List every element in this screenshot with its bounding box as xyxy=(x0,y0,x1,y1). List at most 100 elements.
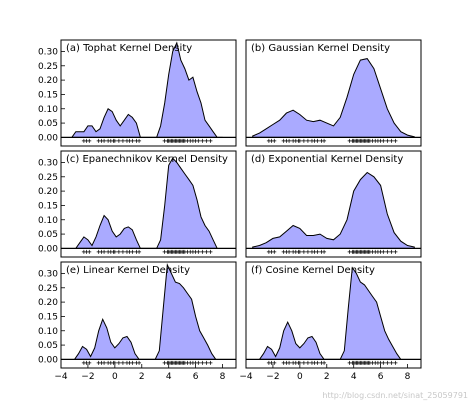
sample-marker xyxy=(305,249,310,254)
panel-title: (f) Cosine Kernel Density xyxy=(251,265,375,276)
panel-6: (f) Cosine Kernel Density −4 −2 0 2 4 6 8 xyxy=(239,261,422,382)
sample-marker xyxy=(393,138,398,143)
sample-marker xyxy=(287,360,292,365)
density-area xyxy=(252,58,415,138)
panel-3: (c) Epanechnikov Kernel Density 0.00 0.05 0… xyxy=(38,150,237,258)
sample-marker xyxy=(272,138,277,143)
x-tick-label: 0 xyxy=(297,372,303,382)
sample-marker xyxy=(130,138,135,143)
y-tick-label: 0.10 xyxy=(38,216,58,226)
panel-title: (b) Gaussian Kernel Density xyxy=(251,43,390,54)
y-tick-label: 0.00 xyxy=(38,244,58,254)
y-tick-label: 0.00 xyxy=(38,355,58,365)
y-tick-label: 0.20 xyxy=(38,298,58,308)
sample-marker xyxy=(196,360,201,365)
sample-marker xyxy=(87,138,92,143)
sample-marker xyxy=(102,249,107,254)
sample-marker xyxy=(87,249,92,254)
y-tick-label: 0.05 xyxy=(38,341,58,351)
sample-marker xyxy=(301,249,306,254)
sample-marker xyxy=(200,249,205,254)
x-tick-label: −2 xyxy=(266,372,279,382)
sample-marker xyxy=(272,360,277,365)
y-tick-label: 0.00 xyxy=(38,133,58,143)
sample-marker xyxy=(315,249,320,254)
sample-marker xyxy=(200,138,205,143)
sample-marker xyxy=(130,360,135,365)
watermark-text: http://blog.csdn.net/sinat_25059791 xyxy=(322,391,468,400)
panel-1: (a) Tophat Kernel Density 0.00 0.05 0.10 0.1… xyxy=(38,39,237,147)
x-tick-label: 6 xyxy=(378,372,384,382)
sample-marker xyxy=(200,360,205,365)
sample-marker xyxy=(137,249,142,254)
sample-marker xyxy=(389,360,394,365)
sample-marker xyxy=(322,138,327,143)
sample-marker xyxy=(301,360,306,365)
y-tick-label: 0.25 xyxy=(38,173,58,183)
x-tick-label: −4 xyxy=(239,372,253,382)
sample-marker xyxy=(322,360,327,365)
x-tick-label: −4 xyxy=(54,372,68,382)
sample-marker xyxy=(120,360,125,365)
panel-title: (e) Linear Kernel Density xyxy=(66,265,190,276)
x-tick-label: 0 xyxy=(112,372,118,382)
panel-5: (e) Linear Kernel Density 0.00 0.05 0.10 0.1… xyxy=(38,261,237,382)
y-tick-label: 0.15 xyxy=(38,201,58,211)
y-tick-label: 0.15 xyxy=(38,90,58,100)
y-tick-label: 0.30 xyxy=(38,47,58,57)
sample-marker xyxy=(272,249,277,254)
sample-marker xyxy=(208,138,213,143)
sample-marker xyxy=(204,138,209,143)
sample-marker xyxy=(305,360,310,365)
sample-marker xyxy=(112,249,117,254)
density-area xyxy=(252,171,415,249)
y-tick-label: 0.15 xyxy=(38,312,58,322)
x-tick-label: 2 xyxy=(139,372,145,382)
sample-marker xyxy=(130,249,135,254)
sample-marker xyxy=(196,138,201,143)
y-tick-label: 0.20 xyxy=(38,76,58,86)
sample-marker xyxy=(381,249,386,254)
y-tick-label: 0.25 xyxy=(38,62,58,72)
sample-marker xyxy=(287,138,292,143)
sample-marker xyxy=(393,249,398,254)
sample-marker xyxy=(137,138,142,143)
sample-marker xyxy=(116,138,121,143)
y-tick-label: 0.10 xyxy=(38,105,58,115)
x-tick-label: 8 xyxy=(220,372,226,382)
sample-marker xyxy=(389,138,394,143)
y-tick-label: 0.10 xyxy=(38,327,58,337)
sample-marker xyxy=(196,249,201,254)
sample-marker xyxy=(204,360,209,365)
sample-marker xyxy=(116,360,121,365)
sample-marker xyxy=(305,138,310,143)
panel-title: (d) Exponential Kernel Density xyxy=(251,154,403,165)
sample-marker xyxy=(381,138,386,143)
x-tick-label: 4 xyxy=(166,372,172,382)
y-tick-label: 0.20 xyxy=(38,187,58,197)
y-tick-label: 0.25 xyxy=(38,284,58,294)
sample-marker xyxy=(120,138,125,143)
panel-title: (a) Tophat Kernel Density xyxy=(66,43,192,54)
sample-marker xyxy=(315,360,320,365)
sample-marker xyxy=(87,360,92,365)
x-tick-label: 4 xyxy=(351,372,357,382)
panel-title: (c) Epanechnikov Kernel Density xyxy=(66,154,228,165)
x-tick-label: 6 xyxy=(193,372,199,382)
sample-marker xyxy=(297,249,302,254)
x-tick-label: 8 xyxy=(405,372,411,382)
sample-marker xyxy=(204,249,209,254)
y-tick-label: 0.05 xyxy=(38,119,58,129)
sample-marker xyxy=(301,138,306,143)
sample-marker xyxy=(287,249,292,254)
sample-marker xyxy=(102,138,107,143)
sample-marker xyxy=(393,360,398,365)
panel-4: (d) Exponential Kernel Density xyxy=(245,150,422,258)
sample-marker xyxy=(389,249,394,254)
panel-2: (b) Gaussian Kernel Density xyxy=(245,39,422,147)
y-tick-label: 0.30 xyxy=(38,158,58,168)
y-tick-label: 0.30 xyxy=(38,269,58,279)
x-tick-label: −2 xyxy=(81,372,94,382)
sample-marker xyxy=(120,249,125,254)
